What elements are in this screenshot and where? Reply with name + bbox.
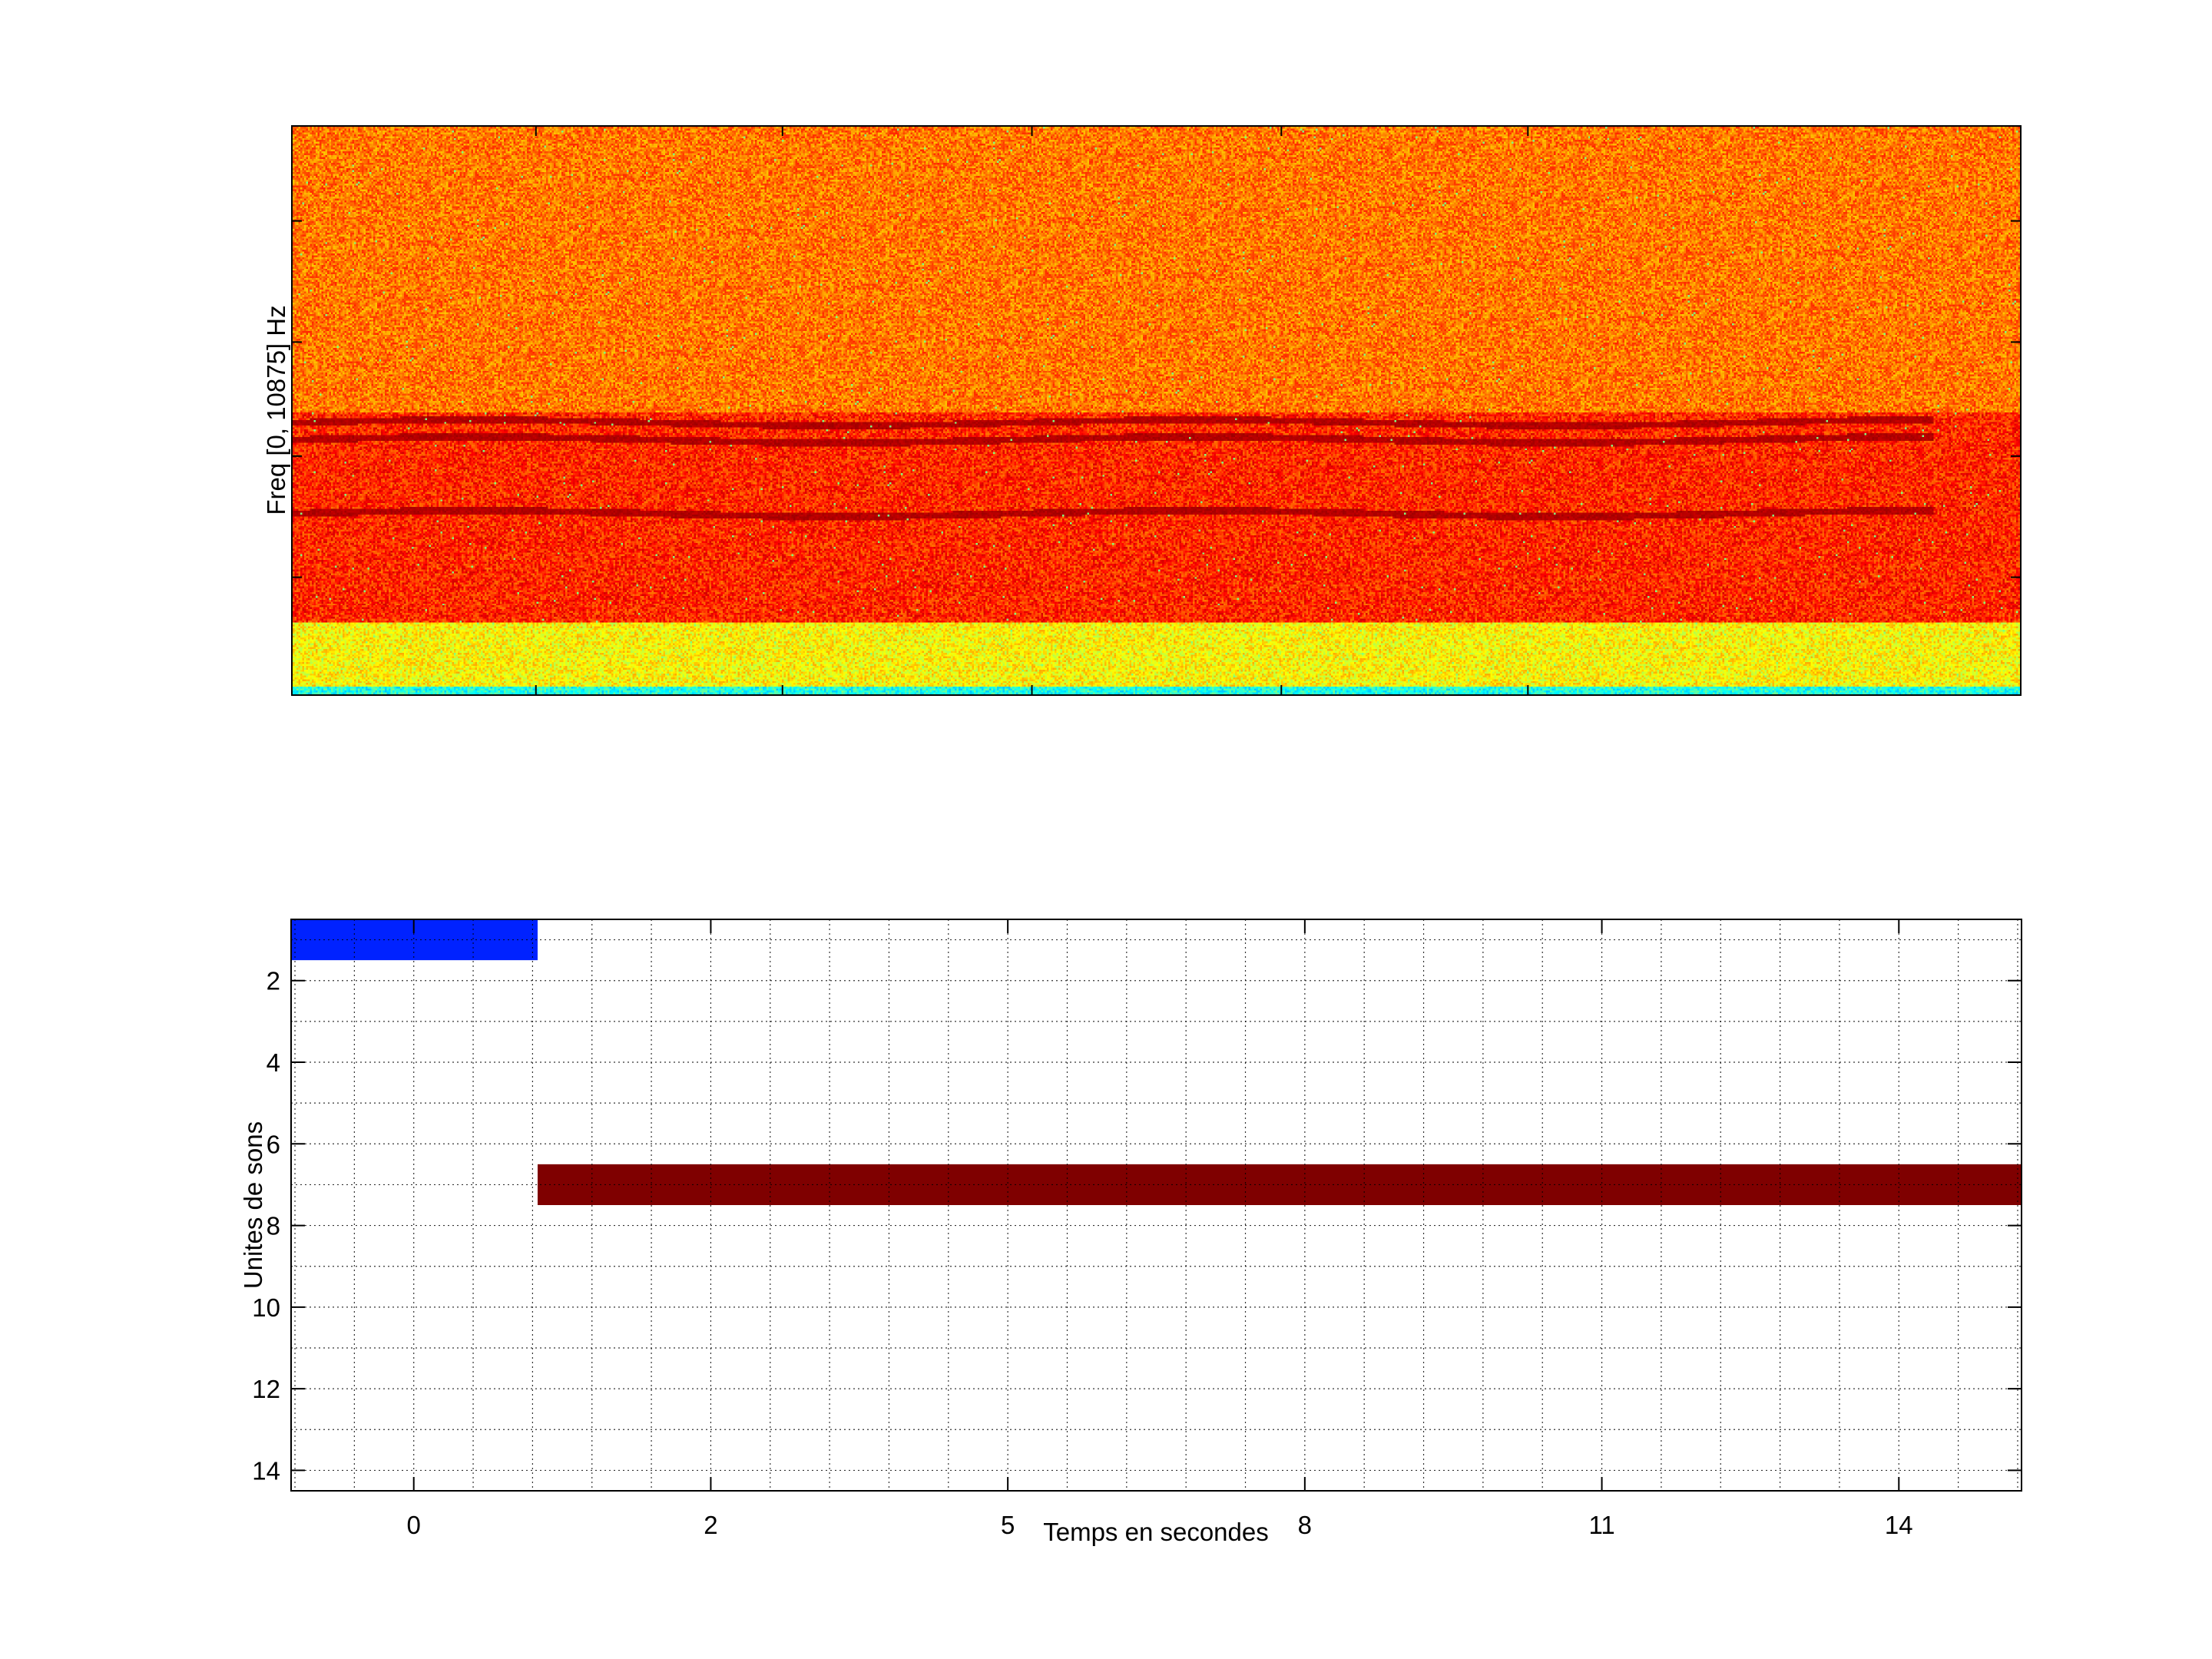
xtick-label: 8 <box>1298 1511 1312 1539</box>
spectrogram-image <box>293 127 2020 694</box>
xtick-label: 11 <box>1588 1511 1614 1539</box>
units-axes-box <box>290 919 2022 1492</box>
xtick-label: 14 <box>1885 1511 1913 1539</box>
ytick-label: 8 <box>267 1212 280 1240</box>
units-ylabel: Unites de sons <box>239 1121 267 1290</box>
spectrogram-axes <box>291 125 2022 696</box>
ytick-label: 10 <box>252 1293 280 1322</box>
ytick-label: 4 <box>267 1048 280 1077</box>
ytick-label: 2 <box>267 967 280 995</box>
units-xlabel: Temps en secondes <box>1043 1518 1269 1546</box>
xtick-label: 0 <box>407 1511 421 1539</box>
ytick-label: 14 <box>252 1456 280 1485</box>
ytick-label: 6 <box>267 1130 280 1158</box>
xtick-label: 2 <box>704 1511 717 1539</box>
xtick-label: 5 <box>1001 1511 1015 1539</box>
ytick-label: 12 <box>252 1375 280 1403</box>
